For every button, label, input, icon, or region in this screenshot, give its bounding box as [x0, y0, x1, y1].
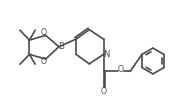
Text: O: O	[41, 57, 47, 66]
Text: O: O	[117, 65, 124, 74]
Text: B: B	[59, 42, 65, 51]
Text: N: N	[103, 50, 110, 59]
Text: O: O	[101, 87, 107, 96]
Text: O: O	[41, 28, 47, 37]
